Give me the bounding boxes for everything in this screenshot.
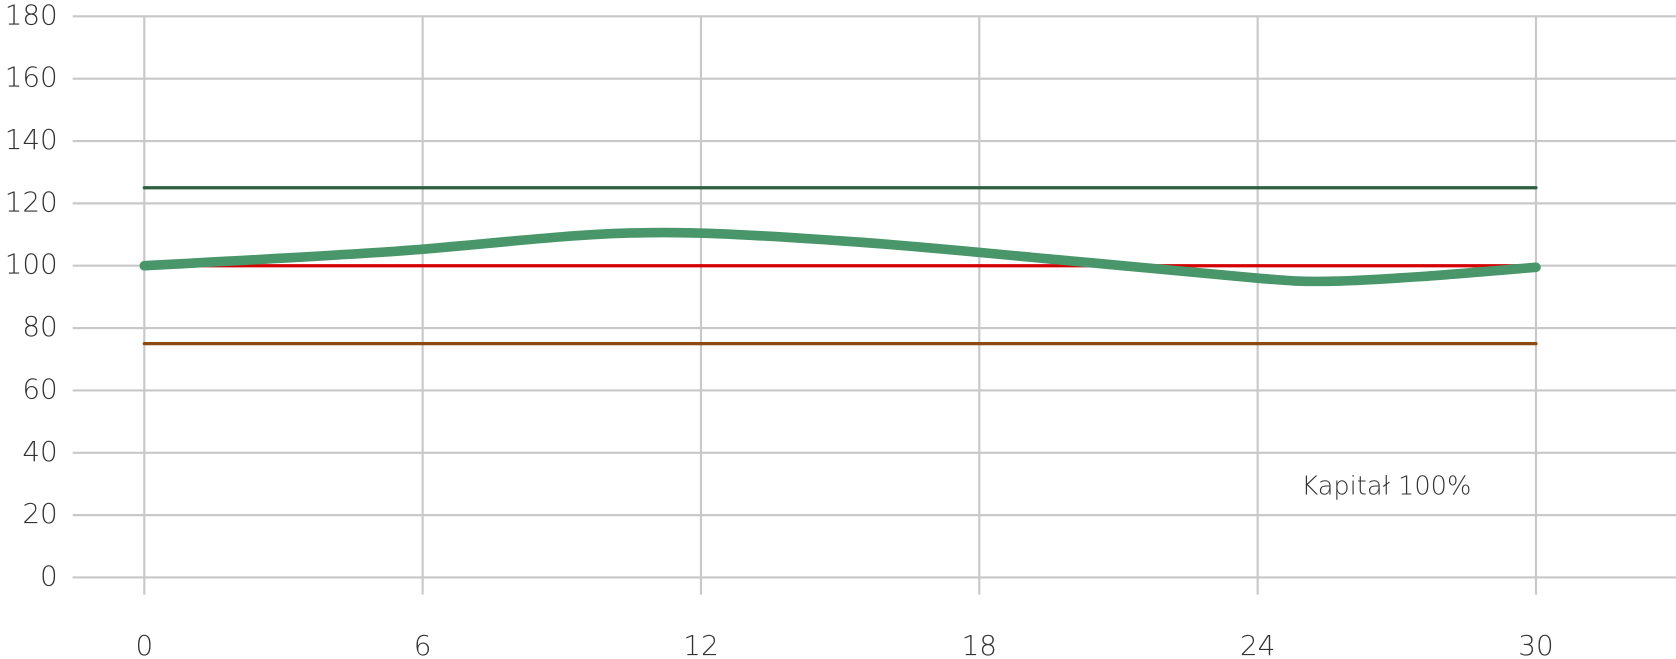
y-tick-label: 20	[22, 497, 57, 530]
y-tick-label: 180	[5, 0, 58, 31]
x-tick-label: 24	[1240, 629, 1275, 659]
y-tick-label: 140	[5, 123, 58, 156]
y-tick-label: 120	[5, 185, 58, 218]
annotation: Kapitał 100%	[1301, 472, 1471, 502]
y-tick-label: 40	[22, 435, 57, 468]
y-tick-label: 60	[22, 372, 57, 405]
y-tick-label: 100	[5, 248, 58, 281]
x-tick-label: 12	[683, 629, 718, 659]
x-tick-label: 18	[962, 629, 997, 659]
y-tick-label: 0	[40, 559, 58, 592]
x-tick-label: 30	[1518, 629, 1553, 659]
x-tick-label: 6	[414, 629, 432, 659]
x-tick-label: 0	[135, 629, 153, 659]
y-tick-label: 160	[5, 61, 58, 94]
y-tick-label: 80	[22, 310, 57, 343]
series-line	[139, 227, 1541, 287]
